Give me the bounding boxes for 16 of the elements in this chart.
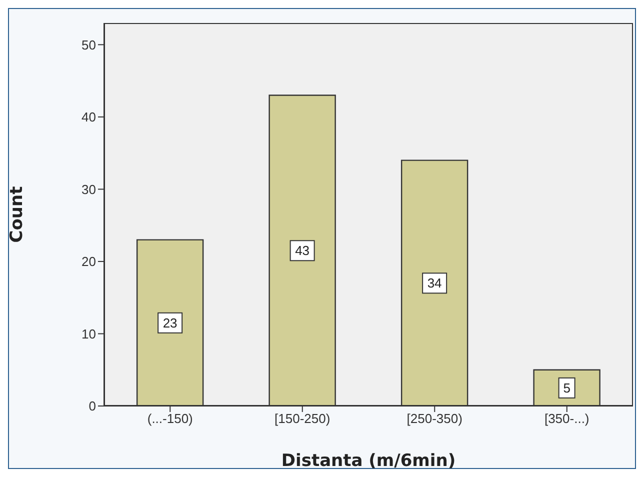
y-tick-label: 10 xyxy=(82,326,96,342)
x-tick-label: [350-...) xyxy=(544,411,590,426)
x-tick-label: [250-350) xyxy=(406,411,462,426)
y-tick-label: 20 xyxy=(82,254,96,270)
y-axis-title: Count xyxy=(7,186,28,243)
x-tick-label: (...-150) xyxy=(147,411,193,426)
x-axis-title: Distanta (m/6min) xyxy=(281,451,456,471)
data-label: 34 xyxy=(427,276,442,291)
y-tick-label: 30 xyxy=(82,182,96,197)
data-label: 43 xyxy=(295,243,310,258)
data-label: 23 xyxy=(162,315,178,330)
x-tick-label: [150-250) xyxy=(274,411,330,426)
data-label: 5 xyxy=(563,380,570,396)
y-tick-label: 0 xyxy=(88,398,96,414)
y-tick-label: 50 xyxy=(82,37,96,52)
y-tick-label: 40 xyxy=(82,110,96,125)
